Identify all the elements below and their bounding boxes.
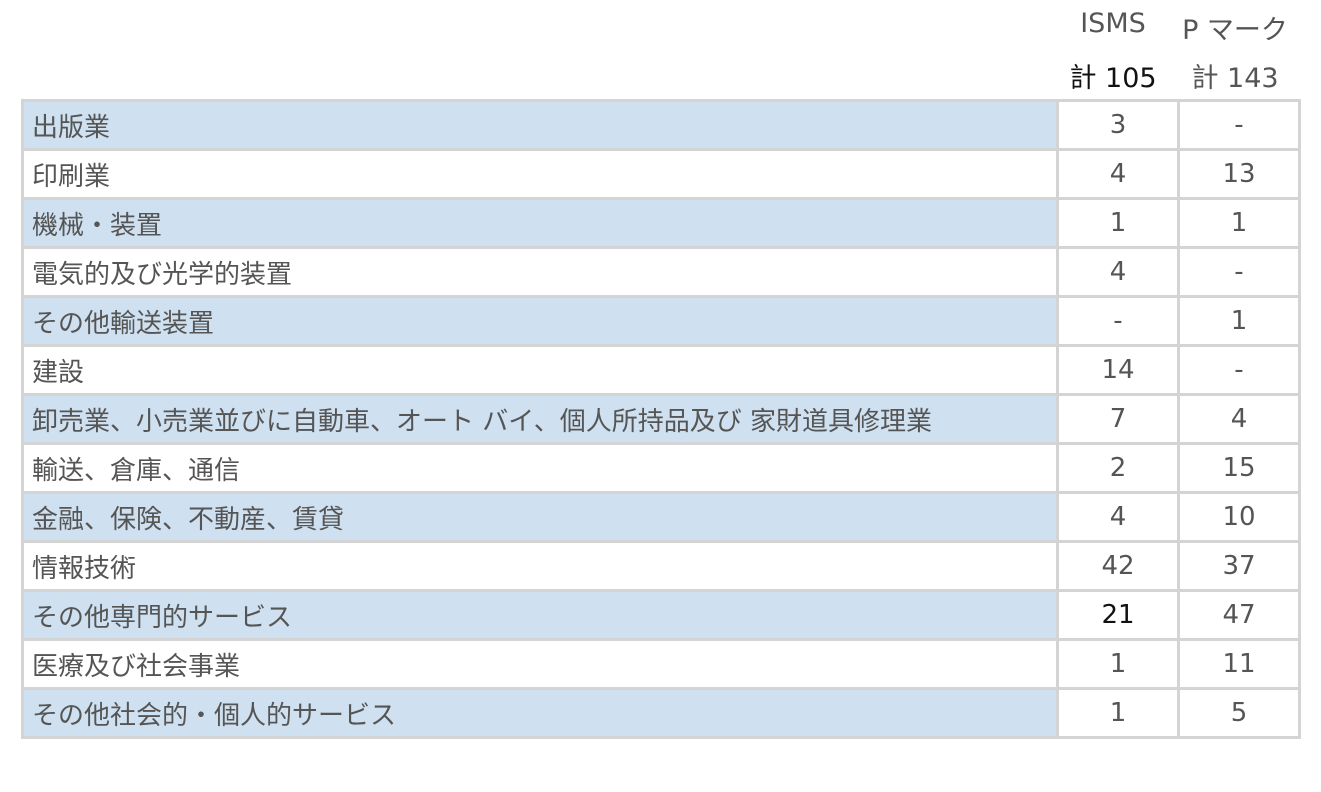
- industry-label: その他社会的・個人的サービス: [21, 687, 1059, 739]
- isms-count: 42: [1056, 540, 1180, 592]
- industry-table: 出版業 3- 印刷業 4 13 機械・装置 1 1 電気的及び光学的装置 4- その他輸送装置 -1 建…: [21, 99, 1301, 739]
- isms-count: 14: [1056, 344, 1180, 396]
- table-row: その他専門的サービス 21 47: [21, 589, 1301, 641]
- table-row: 卸売業、小売業並びに自動車、オート バイ、個人所持品及び 家財道具修理業 7 4: [21, 393, 1301, 445]
- isms-count: 1: [1056, 638, 1180, 690]
- industry-label: 卸売業、小売業並びに自動車、オート バイ、個人所持品及び 家財道具修理業: [21, 393, 1059, 445]
- table-row: 機械・装置 1 1: [21, 197, 1301, 249]
- pmark-count: 13: [1177, 148, 1301, 200]
- industry-label: 建設: [21, 344, 1059, 396]
- table-row: 輸送、倉庫、通信 2 15: [21, 442, 1301, 494]
- table-row: その他輸送装置 -1: [21, 295, 1301, 347]
- industry-label: 輸送、倉庫、通信: [21, 442, 1059, 494]
- pmark-count: 5: [1177, 687, 1301, 739]
- isms-count: 2: [1056, 442, 1180, 494]
- isms-count: 21: [1056, 589, 1180, 641]
- pmark-count: -: [1177, 99, 1301, 151]
- isms-count: -: [1056, 295, 1180, 347]
- isms-count: 4: [1056, 491, 1180, 543]
- industry-label: 医療及び社会事業: [21, 638, 1059, 690]
- industry-label: 電気的及び光学的装置: [21, 246, 1059, 298]
- pmark-count: 4: [1177, 393, 1301, 445]
- table-row: 金融、保険、不動産、賃貸 4 10: [21, 491, 1301, 543]
- pmark-count: -: [1177, 344, 1301, 396]
- table-row: 医療及び社会事業 1 11: [21, 638, 1301, 690]
- pmark-count: 37: [1177, 540, 1301, 592]
- industry-label: 金融、保険、不動産、賃貸: [21, 491, 1059, 543]
- isms-count: 1: [1056, 687, 1180, 739]
- table-row: 情報技術 42 37: [21, 540, 1301, 592]
- industry-label: その他輸送装置: [21, 295, 1059, 347]
- isms-header: ISMS: [1080, 8, 1146, 39]
- industry-label: その他専門的サービス: [21, 589, 1059, 641]
- pmark-count: 11: [1177, 638, 1301, 690]
- table-row: 電気的及び光学的装置 4-: [21, 246, 1301, 298]
- table-row: その他社会的・個人的サービス 1 5: [21, 687, 1301, 739]
- pmark-count: 1: [1177, 197, 1301, 249]
- pmark-header: P マーク: [1182, 15, 1288, 46]
- industry-label: 出版業: [21, 99, 1059, 151]
- pmark-total: 計 143: [1191, 63, 1279, 94]
- isms-count: 1: [1056, 197, 1180, 249]
- isms-count: 3: [1056, 99, 1180, 151]
- isms-count: 4: [1056, 148, 1180, 200]
- pmark-count: 10: [1177, 491, 1301, 543]
- pmark-count: 15: [1177, 442, 1301, 494]
- industry-label: 印刷業: [21, 148, 1059, 200]
- table-row: 出版業 3-: [21, 99, 1301, 151]
- industry-label: 情報技術: [21, 540, 1059, 592]
- isms-count: 7: [1056, 393, 1180, 445]
- pmark-count: -: [1177, 246, 1301, 298]
- isms-count: 4: [1056, 246, 1180, 298]
- table-row: 建設 14-: [21, 344, 1301, 396]
- table-row: 印刷業 4 13: [21, 148, 1301, 200]
- industry-label: 機械・装置: [21, 197, 1059, 249]
- pmark-count: 47: [1177, 589, 1301, 641]
- pmark-count: 1: [1177, 295, 1301, 347]
- isms-total: 計 105: [1069, 63, 1157, 94]
